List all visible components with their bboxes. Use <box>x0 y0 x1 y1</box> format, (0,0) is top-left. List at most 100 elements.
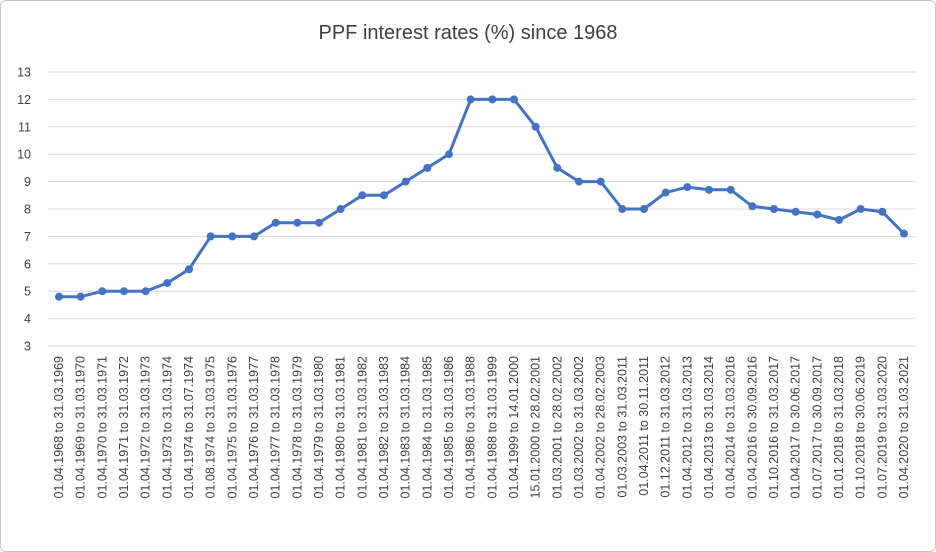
data-point <box>683 183 692 192</box>
x-tick-label: 01.03.2003 to 31.03.2011 <box>615 356 629 498</box>
y-axis: 3 4 5 6 7 8 9 10 11 12 13 <box>17 66 31 354</box>
data-point <box>98 287 107 296</box>
x-tick-label: 01.04.1977 to 31.03.1978 <box>269 356 283 499</box>
data-point <box>250 232 258 241</box>
x-tick-label: 01.12.2011 to 31.03.2012 <box>659 356 673 498</box>
data-point <box>726 185 735 194</box>
data-point <box>358 191 367 200</box>
data-point <box>900 229 908 238</box>
data-point <box>640 205 648 213</box>
data-point <box>510 95 518 104</box>
y-tick-label: 6 <box>24 257 31 271</box>
x-tick-label: 01.04.1972 to 31.03.1973 <box>139 356 153 499</box>
y-tick-label: 3 <box>24 340 31 354</box>
x-tick-label: 01.07.2019 to 31.03.2020 <box>875 356 889 499</box>
series-points <box>55 95 908 301</box>
x-tick-label: 01.04.1981 to 31.03.1982 <box>355 356 369 499</box>
x-tick-label: 01.04.1982 to 31.03.1983 <box>377 356 391 499</box>
data-point <box>618 205 627 213</box>
x-tick-label: 01.04.1973 to 31.03.1974 <box>160 356 174 499</box>
data-point <box>488 95 497 104</box>
data-point <box>575 177 583 186</box>
data-point <box>293 218 302 227</box>
x-tick-label: 01.04.1976 to 31.03.1977 <box>247 356 261 499</box>
x-tick-label: 01.04.1984 to 31.03.1985 <box>420 356 434 499</box>
y-tick-label: 10 <box>17 148 31 162</box>
x-tick-label: 01.08.1974 to 31.03.1975 <box>204 356 218 499</box>
data-point <box>55 292 63 301</box>
data-point <box>596 177 605 186</box>
x-tick-label: 01.04.1985 to 31.03.1986 <box>442 356 456 499</box>
x-tick-label: 01.04.2017 to 30.06.2017 <box>789 356 803 499</box>
data-point <box>770 205 778 213</box>
y-tick-label: 12 <box>17 93 31 107</box>
y-tick-label: 5 <box>24 285 31 299</box>
x-tick-label: 01.03.2001 to 28.02.2002 <box>550 356 564 499</box>
y-tick-label: 4 <box>24 312 31 326</box>
x-tick-label: 01.04.2014 to 31.03.2016 <box>724 356 738 499</box>
x-tick-label: 01.04.2016 to 30.09.2016 <box>745 356 759 499</box>
y-tick-label: 13 <box>17 66 31 80</box>
x-tick-label: 01.04.2011 to 30.11.2011 <box>637 356 651 496</box>
data-point <box>315 218 323 227</box>
x-tick-label: 01.04.2002 to 28.02.2003 <box>594 356 608 499</box>
x-tick-label: 01.04.1988 to 31.03.1999 <box>485 356 499 499</box>
data-point <box>206 232 215 241</box>
gridlines <box>48 71 916 347</box>
x-tick-label: 01.04.1968 to 31.03.1969 <box>52 356 66 499</box>
x-tick-label: 01.04.2013 to 31.03.2014 <box>702 356 716 499</box>
data-point <box>878 207 887 216</box>
x-tick-label: 01.04.1969 to 31.03.1970 <box>74 356 88 499</box>
x-tick-label: 01.04.1975 to 31.03.1976 <box>225 356 239 499</box>
x-tick-label: 15.01.2000 to 28.02.2001 <box>529 356 543 499</box>
data-point <box>401 177 410 186</box>
data-point <box>466 95 475 104</box>
data-point <box>835 215 843 224</box>
data-point <box>76 292 85 301</box>
series-line <box>59 97 906 299</box>
data-point <box>813 210 822 219</box>
x-tick-label: 01.01.2018 to 31.03.2018 <box>832 356 846 499</box>
data-point <box>791 207 800 216</box>
y-tick-label: 11 <box>18 120 31 134</box>
x-tick-label: 01.04.1979 to 31.03.1980 <box>312 356 326 499</box>
data-point <box>141 287 150 296</box>
x-tick-label: 01.04.1983 to 31.03.1984 <box>399 356 413 499</box>
data-point <box>380 191 388 200</box>
x-tick-label: 01.04.2012 to 31.03.2013 <box>680 356 694 499</box>
data-point <box>336 205 345 213</box>
data-point <box>705 185 713 194</box>
x-axis: 01.04.1968 to 31.03.1969 01.04.1969 to 31… <box>52 356 911 499</box>
data-point <box>423 163 432 172</box>
y-tick-label: 9 <box>24 175 31 189</box>
x-tick-label: 01.10.2016 to 31.03.2017 <box>767 356 781 499</box>
x-tick-label: 01.04.1978 to 31.03.1979 <box>290 356 304 499</box>
x-tick-label: 01.07.2017 to 30.09.2017 <box>810 356 824 499</box>
x-tick-label: 01.03.2002 to 31.03.2002 <box>572 356 586 499</box>
y-tick-label: 7 <box>24 230 31 244</box>
data-point <box>661 188 670 197</box>
x-tick-label: 01.04.1970 to 31.03.1971 <box>95 356 109 499</box>
x-tick-label: 01.04.1974 to 31.07.1974 <box>182 356 196 499</box>
x-tick-label: 01.04.1999 to 14.01.2000 <box>507 356 521 499</box>
data-point <box>748 202 757 211</box>
data-point <box>856 205 865 213</box>
x-tick-label: 01.04.2020 to 31.03.2021 <box>897 356 911 499</box>
x-tick-label: 01.04.1986 to 31.03.1988 <box>464 356 478 499</box>
chart-title: PPF interest rates (%) since 1968 <box>318 22 618 44</box>
rate-line <box>59 97 906 299</box>
x-tick-label: 01.04.1971 to 31.03.1972 <box>117 356 131 499</box>
data-point <box>163 278 172 287</box>
data-point <box>271 218 280 227</box>
x-tick-label: 01.10.2018 to 30.06.2019 <box>854 356 868 499</box>
x-tick-label: 01.04.1980 to 31.03.1981 <box>334 356 348 499</box>
data-point <box>228 232 237 241</box>
data-point <box>185 265 193 274</box>
data-point <box>531 122 540 131</box>
y-tick-label: 8 <box>24 203 31 217</box>
data-point <box>553 163 562 172</box>
data-point <box>445 150 453 159</box>
data-point <box>120 287 128 296</box>
